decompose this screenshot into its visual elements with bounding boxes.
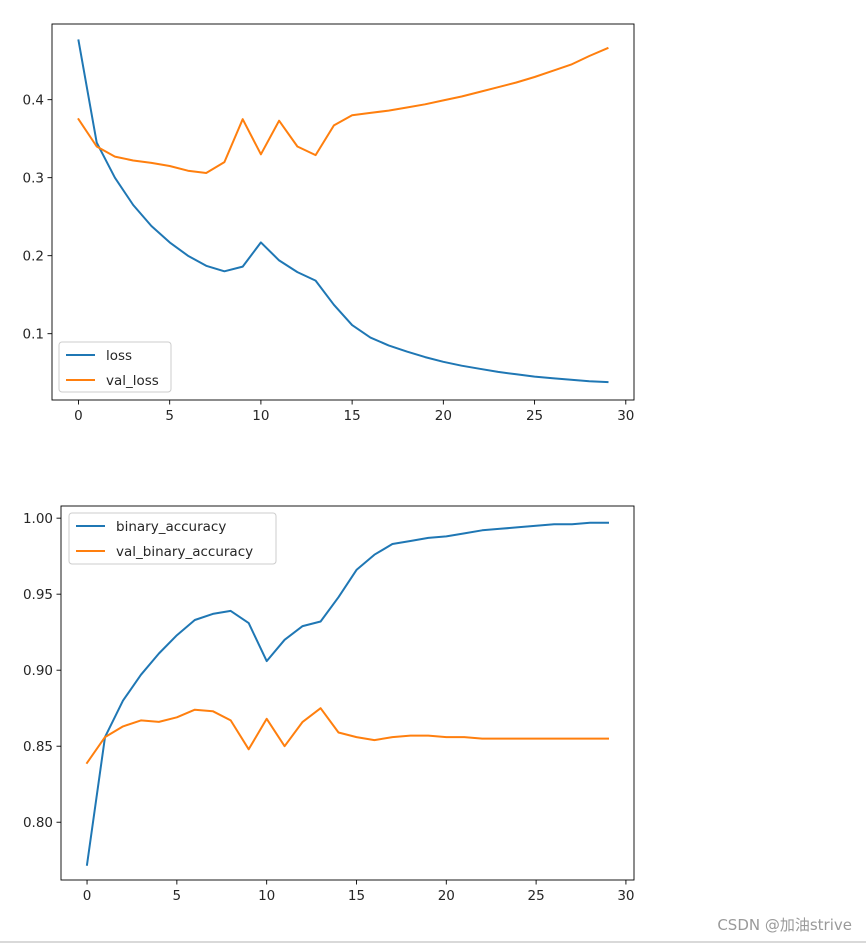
x-tick-label: 25: [526, 408, 543, 424]
x-tick-label: 20: [438, 888, 455, 904]
series-line-loss: [77, 39, 609, 384]
accuracy-chart: 0 5 10 15 20 25 30 0.80 0.85 0.90 0.95 1.00 binary_a…: [23, 505, 635, 904]
watermark: CSDN @加油strive: [717, 916, 852, 934]
x-tick-label: 20: [435, 408, 452, 424]
y-tick-label: 0.85: [23, 739, 53, 755]
y-tick-label: 0.80: [23, 815, 53, 831]
series-line-binary-accuracy: [85, 521, 609, 866]
x-tick-label: 25: [528, 888, 545, 904]
y-tick-label: 0.2: [23, 249, 44, 265]
x-tick-label: 15: [348, 888, 365, 904]
x-tick-label: 15: [344, 408, 361, 424]
series-line-val-binary-accuracy: [85, 707, 609, 765]
x-tick-label: 0: [83, 888, 92, 904]
x-tick-label: 10: [258, 888, 275, 904]
legend: loss val_loss: [58, 341, 172, 393]
y-tick-label: 0.3: [23, 171, 44, 187]
y-tick-label: 0.95: [23, 587, 53, 603]
legend-box: [68, 512, 277, 565]
x-tick-label: 10: [252, 408, 269, 424]
loss-chart: 0 5 10 15 20 25 30 0.1 0.2 0.3 0.4 loss val_loss: [23, 23, 635, 424]
x-tick-label: 30: [617, 888, 634, 904]
x-tick-label: 30: [617, 408, 634, 424]
axes-frame: [51, 23, 635, 401]
bottom-strip: [0, 941, 866, 943]
y-tick-label: 0.90: [23, 663, 53, 679]
x-tick-label: 0: [74, 408, 83, 424]
legend-label: val_binary_accuracy: [116, 544, 253, 560]
x-tick-label: 5: [165, 408, 174, 424]
legend-label: loss: [106, 348, 132, 364]
series-line-val-loss: [77, 46, 609, 174]
legend-label: binary_accuracy: [116, 519, 226, 535]
x-tick-label: 5: [173, 888, 182, 904]
y-tick-label: 1.00: [23, 511, 53, 527]
legend-label: val_loss: [106, 373, 159, 389]
axes-frame: [60, 505, 635, 881]
y-tick-label: 0.1: [23, 327, 44, 343]
legend: binary_accuracy val_binary_accuracy: [68, 512, 277, 565]
y-tick-label: 0.4: [23, 93, 44, 109]
